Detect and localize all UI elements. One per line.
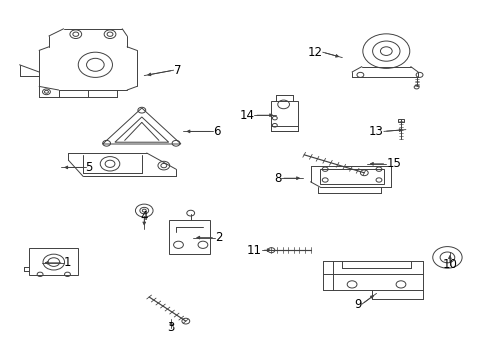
Bar [271,101,298,131]
Text: 2: 2 [215,231,222,244]
Text: 8: 8 [273,172,281,185]
Bar [168,220,210,254]
Text: 12: 12 [307,46,322,59]
Bar [397,119,404,122]
Text: 13: 13 [368,125,383,138]
Text: 6: 6 [212,125,220,138]
Text: 5: 5 [85,161,93,174]
Text: 3: 3 [167,321,175,334]
Text: 10: 10 [442,258,456,271]
Text: 9: 9 [354,298,361,311]
Text: 4: 4 [140,210,148,222]
Text: 7: 7 [173,64,181,77]
Text: 11: 11 [246,244,261,257]
Text: 15: 15 [386,157,400,170]
Bar [29,248,78,275]
Text: 1: 1 [63,256,71,269]
Bar [320,169,383,184]
Text: 14: 14 [239,109,254,122]
